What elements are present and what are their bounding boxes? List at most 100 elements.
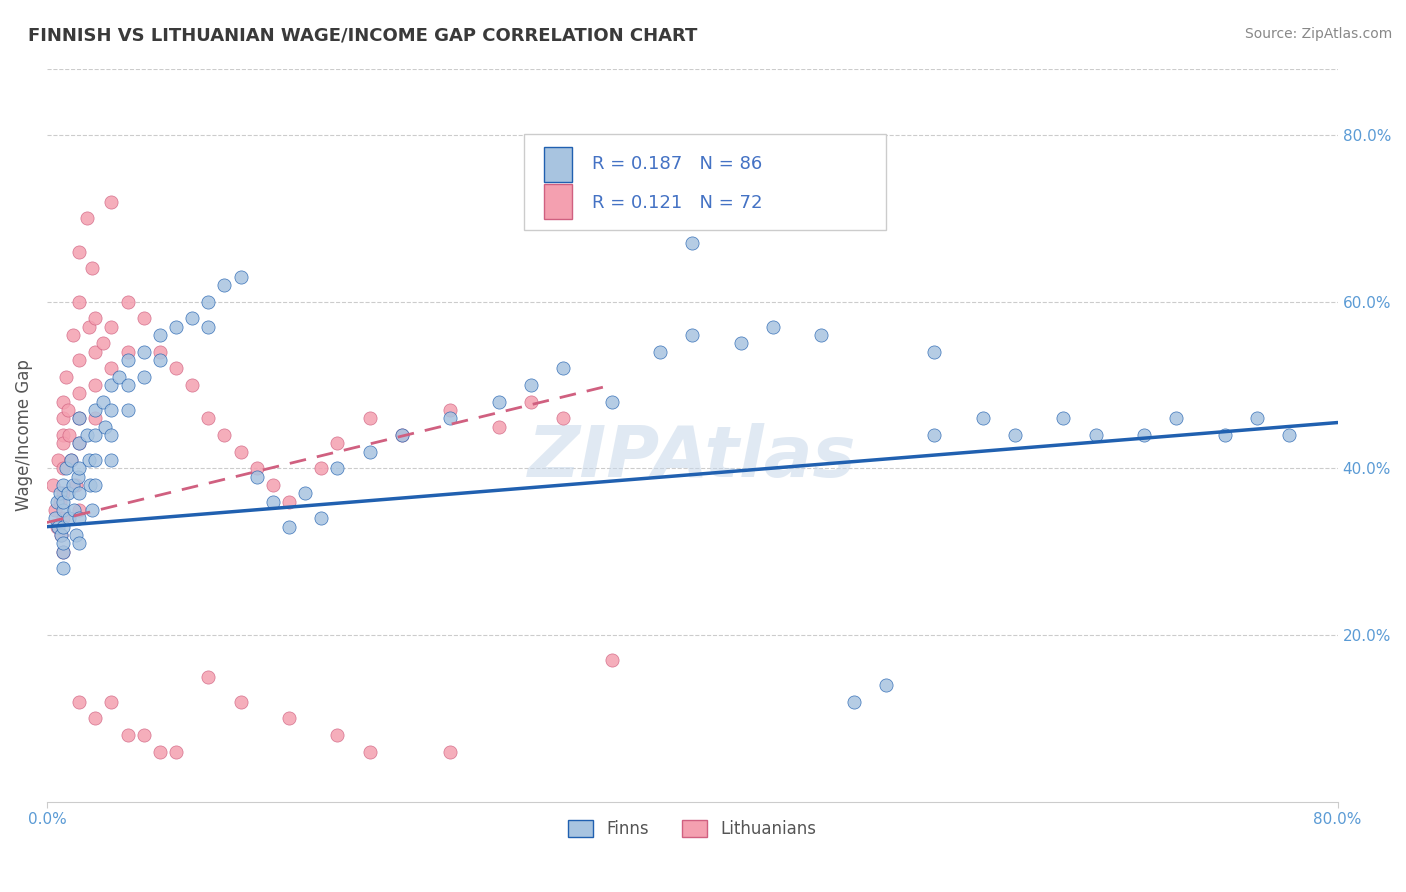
Point <box>117 344 139 359</box>
Point <box>197 411 219 425</box>
Point <box>214 428 236 442</box>
Text: Source: ZipAtlas.com: Source: ZipAtlas.com <box>1244 27 1392 41</box>
Point <box>439 745 461 759</box>
Point <box>600 653 623 667</box>
Point <box>55 369 77 384</box>
Point <box>165 319 187 334</box>
Point <box>520 378 543 392</box>
Point <box>391 428 413 442</box>
Point <box>1213 428 1236 442</box>
Point <box>277 711 299 725</box>
Point <box>52 561 75 575</box>
Point <box>132 311 155 326</box>
Point <box>229 269 252 284</box>
Point <box>58 428 80 442</box>
Point <box>63 503 86 517</box>
Point <box>67 436 90 450</box>
Point <box>44 511 66 525</box>
Point <box>45 494 67 508</box>
Legend: Finns, Lithuanians: Finns, Lithuanians <box>561 813 824 845</box>
Point <box>326 728 349 742</box>
Point <box>62 328 84 343</box>
Point <box>149 353 172 368</box>
Point <box>94 419 117 434</box>
Point <box>84 311 107 326</box>
Point <box>84 403 107 417</box>
Point <box>246 469 269 483</box>
Point <box>84 453 107 467</box>
Point <box>149 745 172 759</box>
Point <box>132 728 155 742</box>
Point <box>100 378 122 392</box>
Point <box>67 511 90 525</box>
Point <box>439 411 461 425</box>
Point <box>79 478 101 492</box>
Point <box>359 411 381 425</box>
Point <box>52 544 75 558</box>
Point <box>214 278 236 293</box>
Point <box>100 453 122 467</box>
Point <box>67 353 90 368</box>
Point <box>149 328 172 343</box>
Point <box>100 361 122 376</box>
Point <box>56 403 79 417</box>
Point <box>52 428 75 442</box>
Point <box>1004 428 1026 442</box>
Text: R = 0.187   N = 86: R = 0.187 N = 86 <box>592 155 762 173</box>
Point <box>229 444 252 458</box>
Point <box>46 519 69 533</box>
Point <box>488 419 510 434</box>
Point <box>52 519 75 533</box>
Point <box>681 328 703 343</box>
Point <box>52 494 75 508</box>
Point <box>84 411 107 425</box>
Point <box>326 436 349 450</box>
Point <box>553 361 575 376</box>
Point <box>875 678 897 692</box>
Point <box>922 428 945 442</box>
Point <box>197 294 219 309</box>
Point <box>45 519 67 533</box>
Point <box>52 503 75 517</box>
Point <box>67 536 90 550</box>
Point <box>67 436 90 450</box>
Point <box>52 536 75 550</box>
Text: ZIPAtlas: ZIPAtlas <box>529 423 856 491</box>
Point <box>100 428 122 442</box>
Point <box>62 478 84 492</box>
Point <box>972 411 994 425</box>
Point <box>117 728 139 742</box>
Point <box>309 461 332 475</box>
Point <box>93 336 115 351</box>
Point <box>246 461 269 475</box>
Point <box>46 453 69 467</box>
Point <box>76 211 98 226</box>
Point <box>100 319 122 334</box>
Point <box>60 453 83 467</box>
Point <box>359 745 381 759</box>
Point <box>77 453 100 467</box>
Point <box>181 378 204 392</box>
Point <box>165 745 187 759</box>
Point <box>52 478 75 492</box>
Point <box>553 411 575 425</box>
Point <box>84 428 107 442</box>
Point <box>730 336 752 351</box>
Point <box>762 319 785 334</box>
Point <box>359 444 381 458</box>
Point <box>1052 411 1074 425</box>
Point <box>84 711 107 725</box>
Point <box>229 695 252 709</box>
Point <box>52 544 75 558</box>
Point <box>1278 428 1301 442</box>
Point <box>67 695 90 709</box>
Point <box>67 503 90 517</box>
Point <box>80 503 103 517</box>
Point <box>52 486 75 500</box>
Point <box>52 411 75 425</box>
Point <box>439 403 461 417</box>
Point <box>52 461 75 475</box>
Point <box>117 294 139 309</box>
Point <box>65 528 87 542</box>
Point <box>842 695 865 709</box>
